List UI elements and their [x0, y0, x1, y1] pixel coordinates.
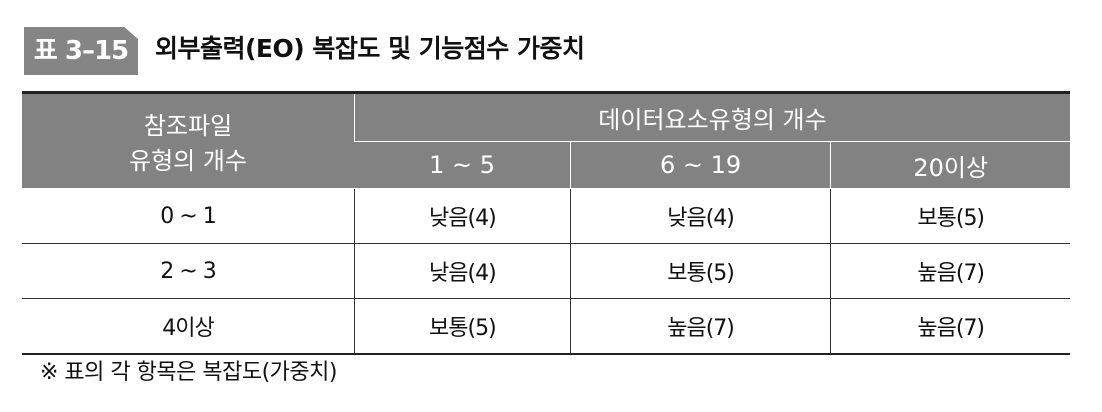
- column-header: 1 ~ 5: [354, 141, 571, 189]
- cell: 높음(7): [830, 243, 1070, 299]
- column-header: 6 ~ 19: [569, 141, 831, 189]
- cell: 높음(7): [830, 298, 1070, 355]
- table-note: ※ 표의 각 항목은 복잡도(가중치): [40, 360, 337, 385]
- table-row: 4이상 보통(5) 높음(7) 높음(7): [22, 298, 1070, 355]
- cell: 보통(5): [354, 298, 571, 355]
- table-row: 0 ~ 1 낮음(4) 낮음(4) 보통(5): [22, 188, 1070, 244]
- column-header: 20이상: [830, 141, 1070, 189]
- cell: 낮음(4): [569, 188, 831, 244]
- cell: 보통(5): [569, 243, 831, 299]
- row-label: 0 ~ 1: [22, 188, 355, 244]
- cell: 낮음(4): [354, 188, 571, 244]
- cell: 높음(7): [569, 298, 831, 355]
- row-label: 4이상: [22, 298, 355, 355]
- group-header: 데이터요소유형의 개수: [354, 92, 1070, 142]
- row-header-line2: 유형의 개수: [128, 147, 248, 175]
- cell: 보통(5): [830, 188, 1070, 244]
- row-label: 2 ~ 3: [22, 243, 355, 299]
- table-title: 외부출력(EO) 복잡도 및 기능점수 가중치: [155, 34, 585, 63]
- table-number-badge: 표 3–15: [24, 27, 138, 75]
- table-row: 2 ~ 3 낮음(4) 보통(5) 높음(7): [22, 243, 1070, 299]
- row-header-line1: 참조파일: [143, 112, 233, 140]
- cell: 낮음(4): [354, 243, 571, 299]
